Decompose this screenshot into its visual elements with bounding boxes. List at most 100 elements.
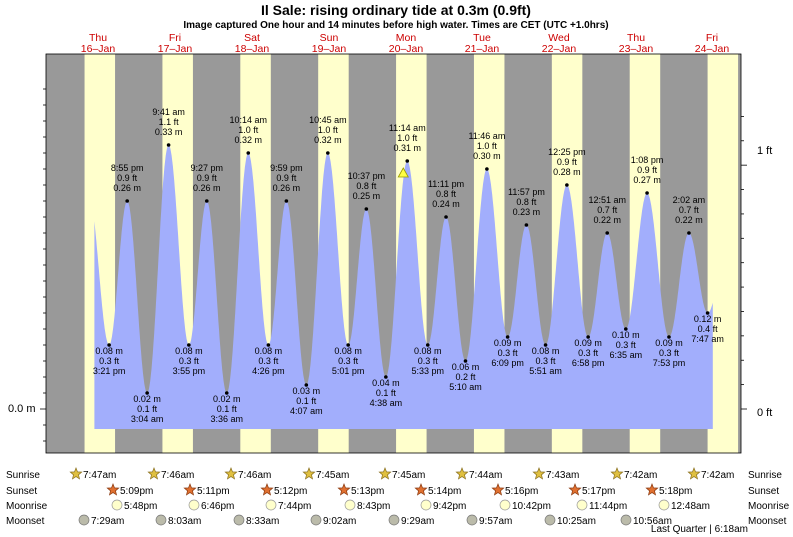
day-label-2-date: 18–Jan: [235, 43, 270, 55]
moonset-time-5: 9:57am: [479, 516, 512, 527]
tide-label-12-line-2: 5:01 pm: [332, 366, 365, 376]
tide-point-23: [565, 183, 569, 187]
sunset-icon-0: [106, 483, 120, 496]
tide-label-17: 11:11 pm0.8 ft0.24 m: [428, 179, 464, 209]
tide-label-9-line-2: 0.26 m: [273, 183, 301, 193]
sunrise-icon-6: [532, 467, 546, 480]
day-label-2-dow: Sat: [244, 32, 260, 44]
tide-point-1: [125, 199, 129, 203]
sunset-icon-1: [183, 483, 197, 496]
tide-curve: [94, 145, 713, 429]
sunrise-icon-8: [687, 467, 701, 480]
tide-label-2-line-2: 3:04 am: [131, 414, 164, 424]
tide-point-24: [586, 335, 590, 339]
tide-label-7-line-1: 1.0 ft: [238, 125, 259, 135]
tide-point-17: [444, 215, 448, 219]
day-label-5-date: 21–Jan: [465, 43, 500, 55]
tide-label-20-line-1: 0.3 ft: [498, 348, 519, 358]
sunrise-icon-1: [147, 467, 161, 480]
tide-label-20: 0.09 m0.3 ft6:09 pm: [491, 338, 524, 368]
tide-label-9-line-1: 0.9 ft: [276, 173, 297, 183]
moonrise-time-2: 7:44pm: [278, 501, 311, 512]
sunset-label-left: Sunset: [6, 486, 37, 497]
sunrise-time-4: 7:45am: [392, 470, 425, 481]
tide-label-5-line-1: 0.9 ft: [197, 173, 218, 183]
moonset-time-3: 9:02am: [323, 516, 356, 527]
sunset-icon-7: [645, 483, 659, 496]
day-label-3-date: 19–Jan: [312, 43, 347, 55]
tide-point-8: [266, 343, 271, 347]
day-label-0-dow: Thu: [89, 32, 107, 44]
tide-label-11-line-1: 1.0 ft: [318, 125, 339, 135]
sunset-time-2: 5:12pm: [274, 486, 307, 497]
sunrise-icon-0: [69, 467, 83, 480]
tide-label-29-line-0: 2:02 am: [673, 195, 706, 205]
tide-label-27-line-0: 1:08 pm: [631, 155, 664, 165]
chart-title: Il Sale: rising ordinary tide at 0.3m (0…: [261, 2, 531, 18]
tide-label-15-line-1: 1.0 ft: [397, 133, 418, 143]
sunset-icon-2: [260, 483, 274, 496]
day-labels: Thu16–JanFri17–JanSat18–JanSun19–JanMon2…: [81, 32, 730, 55]
sunset-time-0: 5:09pm: [120, 486, 153, 497]
tide-label-15: 11:14 am1.0 ft0.31 m: [389, 123, 426, 153]
tide-label-14-line-2: 4:38 am: [370, 398, 403, 408]
sunset-icon-5: [491, 483, 505, 496]
moonset-time-0: 7:29am: [91, 516, 124, 527]
moonrise-time-6: 11:44pm: [589, 501, 627, 512]
tide-label-18-line-1: 0.2 ft: [455, 372, 476, 382]
tide-label-16-line-0: 0.08 m: [414, 346, 442, 356]
y-label-left: 0.0 m: [8, 403, 36, 415]
tide-label-26: 0.10 m0.3 ft6:35 am: [610, 330, 643, 360]
tide-point-12: [346, 343, 350, 347]
tide-label-29-line-2: 0.22 m: [675, 215, 703, 225]
day-label-8-dow: Fri: [706, 32, 718, 44]
tide-label-6-line-1: 0.1 ft: [217, 404, 238, 414]
tide-label-4-line-2: 3:55 pm: [173, 366, 206, 376]
tide-label-19-line-1: 1.0 ft: [477, 141, 498, 151]
tide-label-12-line-0: 0.08 m: [334, 346, 362, 356]
axes: 0.0 m 0 ft 1 ft: [8, 53, 772, 454]
tide-label-1-line-0: 8:55 pm: [111, 163, 144, 173]
tide-label-24-line-2: 6:58 pm: [572, 358, 605, 368]
tide-label-6-line-2: 3:36 am: [210, 414, 243, 424]
tide-point-9: [284, 199, 289, 203]
sunrise-icon-5: [455, 467, 469, 480]
sunrise-label-right: Sunrise: [748, 470, 782, 481]
tide-point-18: [463, 359, 468, 363]
tide-label-15-line-0: 11:14 am: [389, 123, 426, 133]
tide-point-3: [166, 143, 171, 147]
moonrise-icon-2: [265, 499, 277, 511]
tide-label-10: 0.03 m0.1 ft4:07 am: [290, 386, 323, 416]
moonrise-time-7: 12:48am: [671, 501, 710, 512]
tide-label-28-line-0: 0.09 m: [655, 338, 683, 348]
moonset-icon-4: [388, 514, 400, 526]
tide-label-20-line-2: 6:09 pm: [491, 358, 524, 368]
tide-label-7-line-0: 10:14 am: [229, 115, 267, 125]
tide-label-0-line-2: 3:21 pm: [93, 366, 126, 376]
tide-label-8-line-0: 0.08 m: [255, 346, 283, 356]
now-marker: [397, 167, 409, 178]
tide-label-8-line-1: 0.3 ft: [258, 356, 279, 366]
tide-label-15-line-2: 0.31 m: [394, 143, 422, 153]
tide-point-16: [425, 343, 430, 347]
tide-label-24-line-0: 0.09 m: [574, 338, 602, 348]
plot-frame: [45, 53, 742, 454]
y-label-right-0ft: 0 ft: [757, 407, 772, 419]
tide-label-18-line-0: 0.06 m: [452, 362, 480, 372]
tide-point-25: [605, 231, 610, 235]
tide-label-21-line-2: 0.23 m: [513, 207, 541, 217]
tide-label-17-line-2: 0.24 m: [432, 199, 460, 209]
moonrise-icon-4: [420, 499, 432, 511]
tide-label-22-line-2: 5:51 am: [529, 366, 562, 376]
tide-label-10-line-0: 0.03 m: [293, 386, 321, 396]
tide-label-5: 9:27 pm0.9 ft0.26 m: [191, 163, 224, 193]
chart-subtitle: Image captured One hour and 14 minutes b…: [183, 20, 608, 31]
sunrise-time-1: 7:46am: [161, 470, 194, 481]
tide-label-11: 10:45 am1.0 ft0.32 m: [309, 115, 347, 145]
